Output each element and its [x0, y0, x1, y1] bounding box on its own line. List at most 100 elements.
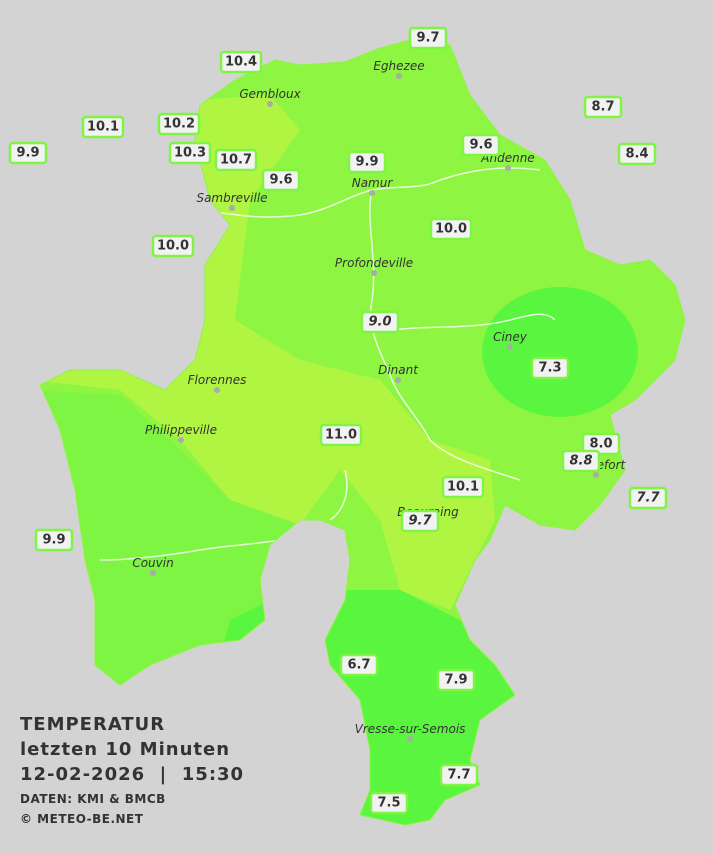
- station-value: 9.9: [16, 146, 39, 161]
- city-name: Vresse-sur-Semois: [355, 722, 466, 736]
- station: 8.0: [581, 432, 621, 456]
- station-box: [561, 449, 601, 473]
- city-name: Profondeville: [335, 256, 413, 270]
- station: 8.7: [583, 95, 623, 119]
- city-name: Gembloux: [239, 87, 301, 101]
- station: 7.5: [369, 791, 409, 815]
- station: 9.6: [461, 133, 501, 157]
- station-box: [429, 217, 473, 241]
- city-name: Eghezee: [373, 59, 424, 73]
- station-value: 10.0: [435, 222, 467, 237]
- station-value: 9.6: [269, 173, 292, 188]
- station: 9.7: [408, 26, 448, 50]
- station: 10.7: [214, 148, 258, 172]
- city-dot: [150, 570, 156, 576]
- station-box: [408, 26, 448, 50]
- station: 10.1: [441, 475, 485, 499]
- station-value: 6.7: [347, 658, 370, 673]
- station-box: [441, 475, 485, 499]
- station-value: 8.0: [589, 437, 612, 452]
- station-box: [347, 150, 387, 174]
- station-box: [628, 486, 668, 510]
- station: 7.9: [436, 668, 476, 692]
- station: 9.0: [360, 310, 400, 334]
- station-value: 9.6: [469, 138, 492, 153]
- station-box: [151, 234, 195, 258]
- city-dot: [395, 377, 401, 383]
- station-value: 10.3: [174, 146, 206, 161]
- station-value: 11.0: [325, 428, 357, 443]
- station: 7.3: [530, 356, 570, 380]
- station-value: 9.7: [416, 31, 439, 46]
- station-value: 7.7: [447, 768, 470, 783]
- cities: EghezeeGemblouxAndenneNamurSambrevillePr…: [132, 59, 627, 742]
- station-box: [319, 423, 363, 447]
- station: 10.0: [151, 234, 195, 258]
- station-box: [581, 432, 621, 456]
- station-value: 7.9: [444, 673, 467, 688]
- station: 9.9: [8, 141, 48, 165]
- station: 10.0: [429, 217, 473, 241]
- station: 8.8: [561, 449, 601, 473]
- station-value: 9.0: [368, 315, 391, 330]
- city-dot: [267, 101, 273, 107]
- station-value: 10.1: [447, 480, 479, 495]
- timestamp: 12-02-2026 | 15:30: [20, 764, 244, 785]
- station-value: 7.5: [377, 796, 400, 811]
- title: TEMPERATUR: [20, 714, 165, 735]
- station: 11.0: [319, 423, 363, 447]
- station-value: 10.4: [225, 55, 257, 70]
- city-name: Ciney: [493, 330, 528, 344]
- station-value: 9.9: [42, 533, 65, 548]
- station-box: [400, 509, 440, 533]
- station-box: [339, 653, 379, 677]
- station-box: [34, 528, 74, 552]
- station-value: 10.2: [163, 117, 195, 132]
- city-dot: [505, 165, 511, 171]
- station: 9.6: [261, 168, 301, 192]
- city-name: Sambreville: [196, 191, 267, 205]
- station-box: [219, 50, 263, 74]
- station: 7.7: [439, 763, 479, 787]
- station-box: [214, 148, 258, 172]
- station-box: [617, 142, 657, 166]
- source: DATEN: KMI & BMCB: [20, 792, 166, 806]
- station: 9.7: [400, 509, 440, 533]
- station: 9.9: [34, 528, 74, 552]
- station: 7.7: [628, 486, 668, 510]
- station: 10.1: [81, 115, 125, 139]
- city-dot: [214, 387, 220, 393]
- city-name: Namur: [352, 176, 394, 190]
- city-dot: [369, 190, 375, 196]
- city-name: Philippeville: [145, 423, 217, 437]
- subtitle: letzten 10 Minuten: [20, 739, 230, 760]
- station-box: [583, 95, 623, 119]
- station: 10.3: [168, 141, 212, 165]
- station-box: [461, 133, 501, 157]
- station: 10.4: [219, 50, 263, 74]
- station-box: [8, 141, 48, 165]
- station: 9.9: [347, 150, 387, 174]
- station-box: [530, 356, 570, 380]
- station-value: 8.4: [625, 147, 648, 162]
- station-box: [436, 668, 476, 692]
- city-dot: [396, 73, 402, 79]
- station: 10.2: [157, 112, 201, 136]
- city-dot: [507, 344, 513, 350]
- city-dot: [371, 270, 377, 276]
- city-dot: [593, 472, 599, 478]
- city-dot: [407, 736, 413, 742]
- city-name: Dinant: [378, 363, 419, 377]
- station-value: 7.7: [636, 491, 660, 506]
- station-value: 8.8: [569, 454, 592, 469]
- city-dot: [229, 205, 235, 211]
- station-value: 10.1: [87, 120, 119, 135]
- station-box: [261, 168, 301, 192]
- station-box: [439, 763, 479, 787]
- stations: 9.7 10.4 8.7 10.1 10.2 9.9 10.3 10.7 9.9 9.6 8.4 9.…: [8, 26, 668, 815]
- station-value: 8.7: [591, 100, 614, 115]
- station-value: 9.7: [408, 514, 432, 529]
- city-dot: [178, 437, 184, 443]
- station: 6.7: [339, 653, 379, 677]
